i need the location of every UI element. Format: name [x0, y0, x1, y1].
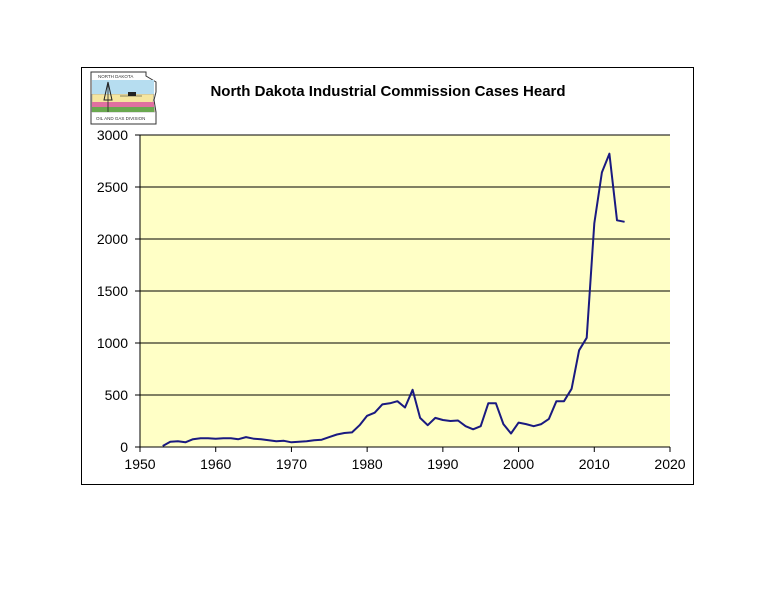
- series-line-0: [162, 152, 625, 447]
- x-tick-label-1950: 1950: [124, 456, 155, 472]
- x-tick-label-2020: 2020: [654, 456, 685, 472]
- x-tick-label-1960: 1960: [200, 456, 231, 472]
- y-axis: 0 500 1000 1500 2000 2500 3000: [97, 127, 141, 455]
- series-group: [162, 152, 625, 447]
- x-tick-label-1970: 1970: [276, 456, 307, 472]
- logo-top-text: NORTH DAKOTA: [98, 74, 133, 79]
- x-tick-label-2000: 2000: [503, 456, 534, 472]
- y-tick-label-0: 0: [120, 439, 128, 455]
- x-tick-label-1990: 1990: [427, 456, 458, 472]
- y-tick-label-500: 500: [105, 387, 129, 403]
- x-tick-label-2010: 2010: [579, 456, 610, 472]
- chart-title: North Dakota Industrial Commission Cases…: [210, 83, 565, 100]
- y-tick-label-2000: 2000: [97, 231, 128, 247]
- x-tick-label-1980: 1980: [352, 456, 383, 472]
- y-tick-label-3000: 3000: [97, 127, 128, 143]
- y-tick-label-1500: 1500: [97, 283, 128, 299]
- nd-oil-gas-logo: NORTH DAKOTA OIL AND GAS DIVISION: [90, 71, 157, 125]
- x-axis: 1950 1960 1970 1980 1990 2000 2010 2020: [124, 446, 686, 472]
- chart-frame: NORTH DAKOTA OIL AND GAS DIVISION North …: [81, 67, 694, 485]
- y-tick-label-2500: 2500: [97, 179, 128, 195]
- chart-svg: NORTH DAKOTA OIL AND GAS DIVISION North …: [90, 71, 686, 472]
- gridlines: [140, 134, 670, 396]
- y-tick-label-1000: 1000: [97, 335, 128, 351]
- logo-bottom-text: OIL AND GAS DIVISION: [96, 116, 145, 121]
